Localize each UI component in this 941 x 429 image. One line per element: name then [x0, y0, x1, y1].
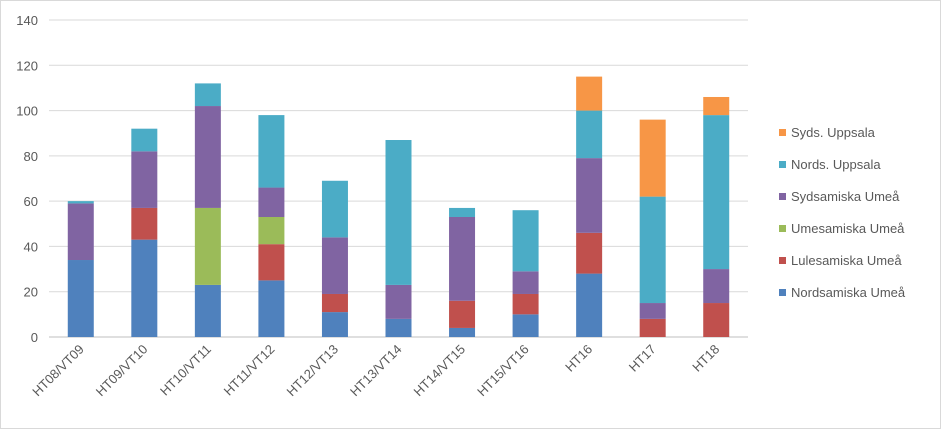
y-tick-label: 80	[24, 149, 38, 164]
x-tick-label: HT10/VT11	[157, 342, 214, 399]
bar-segment	[385, 318, 412, 337]
x-tick-label: HT15/VT16	[474, 342, 532, 400]
y-tick-label: 40	[24, 239, 38, 254]
bar-segment	[385, 284, 412, 319]
bar-segment	[258, 115, 285, 188]
legend: Syds. Uppsala Nords. Uppsala Sydsamiska Um…	[779, 125, 906, 300]
bar-segment	[194, 106, 221, 208]
bars-layer	[67, 76, 730, 337]
bar-segment	[449, 207, 476, 217]
bar-segment	[449, 216, 476, 301]
legend-swatch	[779, 257, 786, 264]
legend-label: Syds. Uppsala	[791, 125, 876, 140]
x-tick-label: HT16	[562, 342, 595, 375]
bar-segment	[449, 327, 476, 337]
bar-segment	[194, 207, 221, 285]
bar-segment	[576, 273, 603, 337]
bar-segment	[512, 210, 539, 272]
y-tick-label: 20	[24, 285, 38, 300]
bar-segment	[576, 158, 603, 233]
y-tick-label: 140	[16, 13, 38, 28]
legend-label: Nordsamiska Umeå	[791, 285, 906, 300]
x-tick-label: HT18	[689, 342, 722, 375]
bar-segment	[258, 280, 285, 337]
x-tick-label: HT09/VT10	[93, 342, 151, 400]
x-tick-label: HT11/VT12	[221, 342, 278, 399]
legend-label: Nords. Uppsala	[791, 157, 881, 172]
bar-segment	[131, 239, 158, 337]
y-tick-label: 120	[16, 58, 38, 73]
y-tick-label: 60	[24, 194, 38, 209]
y-tick-label: 100	[16, 104, 38, 119]
bar-segment	[67, 203, 94, 261]
x-tick-label: HT13/VT14	[347, 342, 405, 400]
bar-segment	[321, 237, 348, 294]
y-axis-ticks: 0 20 40 60 80 100 120 140	[16, 13, 38, 345]
bar-segment	[639, 303, 666, 319]
legend-swatch	[779, 193, 786, 200]
bar-segment	[131, 151, 158, 208]
bar-segment	[67, 260, 94, 337]
bar-segment	[703, 269, 730, 304]
legend-label: Umesamiska Umeå	[791, 221, 905, 236]
bar-segment	[258, 216, 285, 245]
legend-label: Lulesamiska Umeå	[791, 253, 902, 268]
bar-segment	[703, 303, 730, 337]
bar-segment	[131, 207, 158, 240]
y-tick-label: 0	[31, 330, 38, 345]
bar-segment	[67, 201, 94, 204]
x-tick-label: HT08/VT09	[29, 342, 87, 400]
bar-segment	[321, 312, 348, 337]
bar-segment	[321, 180, 348, 238]
bar-segment	[576, 232, 603, 274]
bar-segment	[258, 244, 285, 281]
bar-segment	[321, 293, 348, 313]
x-axis-ticks: HT08/VT09 HT09/VT10 HT10/VT11 HT11/VT12 HT12…	[29, 342, 722, 400]
bar-segment	[512, 271, 539, 294]
bar-segment	[703, 115, 730, 270]
bar-segment	[512, 314, 539, 337]
legend-swatch	[779, 289, 786, 296]
bar-segment	[639, 196, 666, 304]
x-tick-label: HT17	[626, 342, 659, 375]
x-tick-label: HT14/VT15	[411, 342, 469, 400]
bar-segment	[131, 128, 158, 152]
bar-segment	[385, 140, 412, 285]
bar-segment	[576, 110, 603, 159]
bar-segment	[258, 187, 285, 217]
bar-segment	[639, 119, 666, 197]
legend-swatch	[779, 129, 786, 136]
bar-segment	[194, 83, 221, 107]
bar-segment	[512, 293, 539, 315]
bar-segment	[194, 284, 221, 337]
bar-segment	[449, 300, 476, 328]
legend-swatch	[779, 225, 786, 232]
legend-swatch	[779, 161, 786, 168]
bar-segment	[639, 318, 666, 337]
bar-segment	[576, 76, 603, 111]
bar-segment	[703, 96, 730, 116]
x-tick-label: HT12/VT13	[283, 342, 341, 400]
legend-label: Sydsamiska Umeå	[791, 189, 900, 204]
